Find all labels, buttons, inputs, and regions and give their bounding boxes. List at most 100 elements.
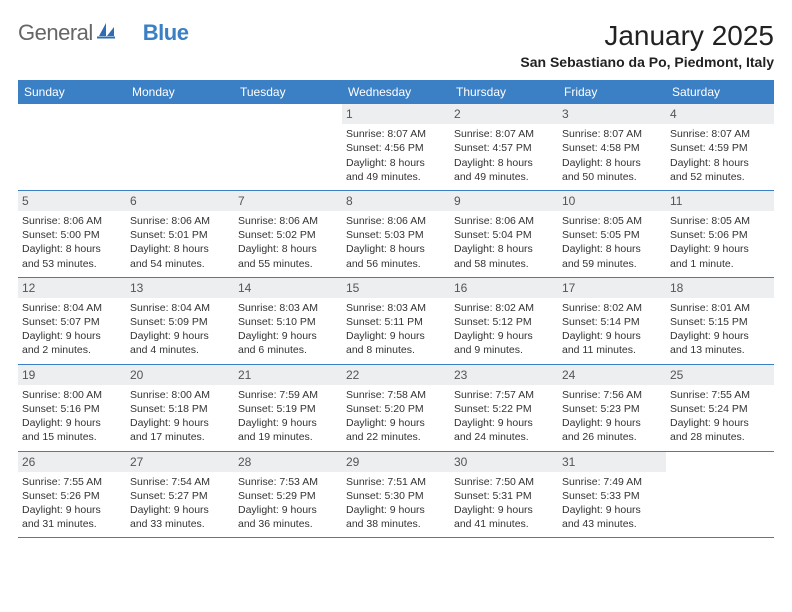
sunrise-line: Sunrise: 8:04 AM [22,301,122,315]
sunset-line: Sunset: 5:19 PM [238,402,338,416]
daylight-line-2: and 2 minutes. [22,343,122,357]
daylight-line-1: Daylight: 9 hours [22,503,122,517]
sunrise-line: Sunrise: 7:59 AM [238,388,338,402]
day-content: 5Sunrise: 8:06 AMSunset: 5:00 PMDaylight… [18,191,126,277]
sunrise-line: Sunrise: 8:03 AM [346,301,446,315]
daylight-line-1: Daylight: 8 hours [130,242,230,256]
daylight-line-2: and 11 minutes. [562,343,662,357]
day-content: 25Sunrise: 7:55 AMSunset: 5:24 PMDayligh… [666,365,774,451]
daylight-line-1: Daylight: 8 hours [670,156,770,170]
sunrise-line: Sunrise: 7:50 AM [454,475,554,489]
day-content: 24Sunrise: 7:56 AMSunset: 5:23 PMDayligh… [558,365,666,451]
daylight-line-1: Daylight: 9 hours [130,329,230,343]
sunset-line: Sunset: 5:07 PM [22,315,122,329]
day-content: 19Sunrise: 8:00 AMSunset: 5:16 PMDayligh… [18,365,126,451]
day-number: 3 [558,104,666,124]
day-cell: 22Sunrise: 7:58 AMSunset: 5:20 PMDayligh… [342,364,450,451]
sunrise-line: Sunrise: 8:04 AM [130,301,230,315]
day-number: 25 [666,365,774,385]
sunrise-line: Sunrise: 7:58 AM [346,388,446,402]
day-number: 23 [450,365,558,385]
sunrise-line: Sunrise: 7:51 AM [346,475,446,489]
logo: General Blue [18,20,188,46]
sunset-line: Sunset: 5:10 PM [238,315,338,329]
daylight-line-1: Daylight: 9 hours [454,416,554,430]
daylight-line-2: and 13 minutes. [670,343,770,357]
sunset-line: Sunset: 5:16 PM [22,402,122,416]
day-cell: 4Sunrise: 8:07 AMSunset: 4:59 PMDaylight… [666,104,774,190]
sunset-line: Sunset: 5:02 PM [238,228,338,242]
daylight-line-1: Daylight: 8 hours [346,242,446,256]
daylight-line-2: and 15 minutes. [22,430,122,444]
day-content: 16Sunrise: 8:02 AMSunset: 5:12 PMDayligh… [450,278,558,364]
week-row: 12Sunrise: 8:04 AMSunset: 5:07 PMDayligh… [18,277,774,364]
sunrise-line: Sunrise: 8:02 AM [562,301,662,315]
day-number: 8 [342,191,450,211]
sunset-line: Sunset: 5:09 PM [130,315,230,329]
day-number: 31 [558,452,666,472]
daylight-line-1: Daylight: 9 hours [670,329,770,343]
day-cell: 10Sunrise: 8:05 AMSunset: 5:05 PMDayligh… [558,190,666,277]
day-cell: 26Sunrise: 7:55 AMSunset: 5:26 PMDayligh… [18,451,126,538]
day-cell: 23Sunrise: 7:57 AMSunset: 5:22 PMDayligh… [450,364,558,451]
day-number: 20 [126,365,234,385]
daylight-line-2: and 59 minutes. [562,257,662,271]
sunrise-line: Sunrise: 8:02 AM [454,301,554,315]
week-row: 19Sunrise: 8:00 AMSunset: 5:16 PMDayligh… [18,364,774,451]
day-cell: 31Sunrise: 7:49 AMSunset: 5:33 PMDayligh… [558,451,666,538]
daylight-line-1: Daylight: 9 hours [562,416,662,430]
day-content: 11Sunrise: 8:05 AMSunset: 5:06 PMDayligh… [666,191,774,277]
sunset-line: Sunset: 5:30 PM [346,489,446,503]
day-cell: 2Sunrise: 8:07 AMSunset: 4:57 PMDaylight… [450,104,558,190]
day-number: 26 [18,452,126,472]
day-content: 12Sunrise: 8:04 AMSunset: 5:07 PMDayligh… [18,278,126,364]
day-number: 7 [234,191,342,211]
day-content: 13 Sunrise: 8:04 AMSunset: 5:09 PMDayligh… [126,278,234,364]
daylight-line-1: Daylight: 9 hours [130,503,230,517]
daylight-line-2: and 26 minutes. [562,430,662,444]
day-cell: 25Sunrise: 7:55 AMSunset: 5:24 PMDayligh… [666,364,774,451]
day-content: 23Sunrise: 7:57 AMSunset: 5:22 PMDayligh… [450,365,558,451]
day-number: 17 [558,278,666,298]
daylight-line-1: Daylight: 9 hours [670,416,770,430]
day-cell: 9Sunrise: 8:06 AMSunset: 5:04 PMDaylight… [450,190,558,277]
sunrise-line: Sunrise: 8:06 AM [22,214,122,228]
sunset-line: Sunset: 5:12 PM [454,315,554,329]
day-content: 4Sunrise: 8:07 AMSunset: 4:59 PMDaylight… [666,104,774,190]
sunrise-line: Sunrise: 8:07 AM [454,127,554,141]
daylight-line-1: Daylight: 9 hours [562,503,662,517]
day-number: 14 [234,278,342,298]
sunrise-line: Sunrise: 8:03 AM [238,301,338,315]
sunrise-line: Sunrise: 8:00 AM [22,388,122,402]
day-number: 18 [666,278,774,298]
day-number: 2 [450,104,558,124]
day-cell: 14Sunrise: 8:03 AMSunset: 5:10 PMDayligh… [234,277,342,364]
sunrise-line: Sunrise: 8:06 AM [130,214,230,228]
day-content: 10Sunrise: 8:05 AMSunset: 5:05 PMDayligh… [558,191,666,277]
daylight-line-2: and 6 minutes. [238,343,338,357]
sunset-line: Sunset: 5:26 PM [22,489,122,503]
day-number: 13 [126,278,234,298]
sunset-line: Sunset: 5:24 PM [670,402,770,416]
day-content: 31Sunrise: 7:49 AMSunset: 5:33 PMDayligh… [558,452,666,538]
daylight-line-1: Daylight: 8 hours [454,156,554,170]
sunset-line: Sunset: 4:59 PM [670,141,770,155]
day-number: 21 [234,365,342,385]
daylight-line-2: and 22 minutes. [346,430,446,444]
daylight-line-1: Daylight: 9 hours [670,242,770,256]
day-content: 7Sunrise: 8:06 AMSunset: 5:02 PMDaylight… [234,191,342,277]
day-number: 11 [666,191,774,211]
empty-cell [666,452,774,534]
sunset-line: Sunset: 5:23 PM [562,402,662,416]
day-cell: 1Sunrise: 8:07 AMSunset: 4:56 PMDaylight… [342,104,450,190]
day-number: 30 [450,452,558,472]
daylight-line-2: and 24 minutes. [454,430,554,444]
sunset-line: Sunset: 5:06 PM [670,228,770,242]
day-cell: 5Sunrise: 8:06 AMSunset: 5:00 PMDaylight… [18,190,126,277]
day-content: 22Sunrise: 7:58 AMSunset: 5:20 PMDayligh… [342,365,450,451]
day-content: 28Sunrise: 7:53 AMSunset: 5:29 PMDayligh… [234,452,342,538]
day-header: Monday [126,80,234,104]
sunrise-line: Sunrise: 8:05 AM [562,214,662,228]
daylight-line-1: Daylight: 9 hours [22,329,122,343]
daylight-line-2: and 33 minutes. [130,517,230,531]
